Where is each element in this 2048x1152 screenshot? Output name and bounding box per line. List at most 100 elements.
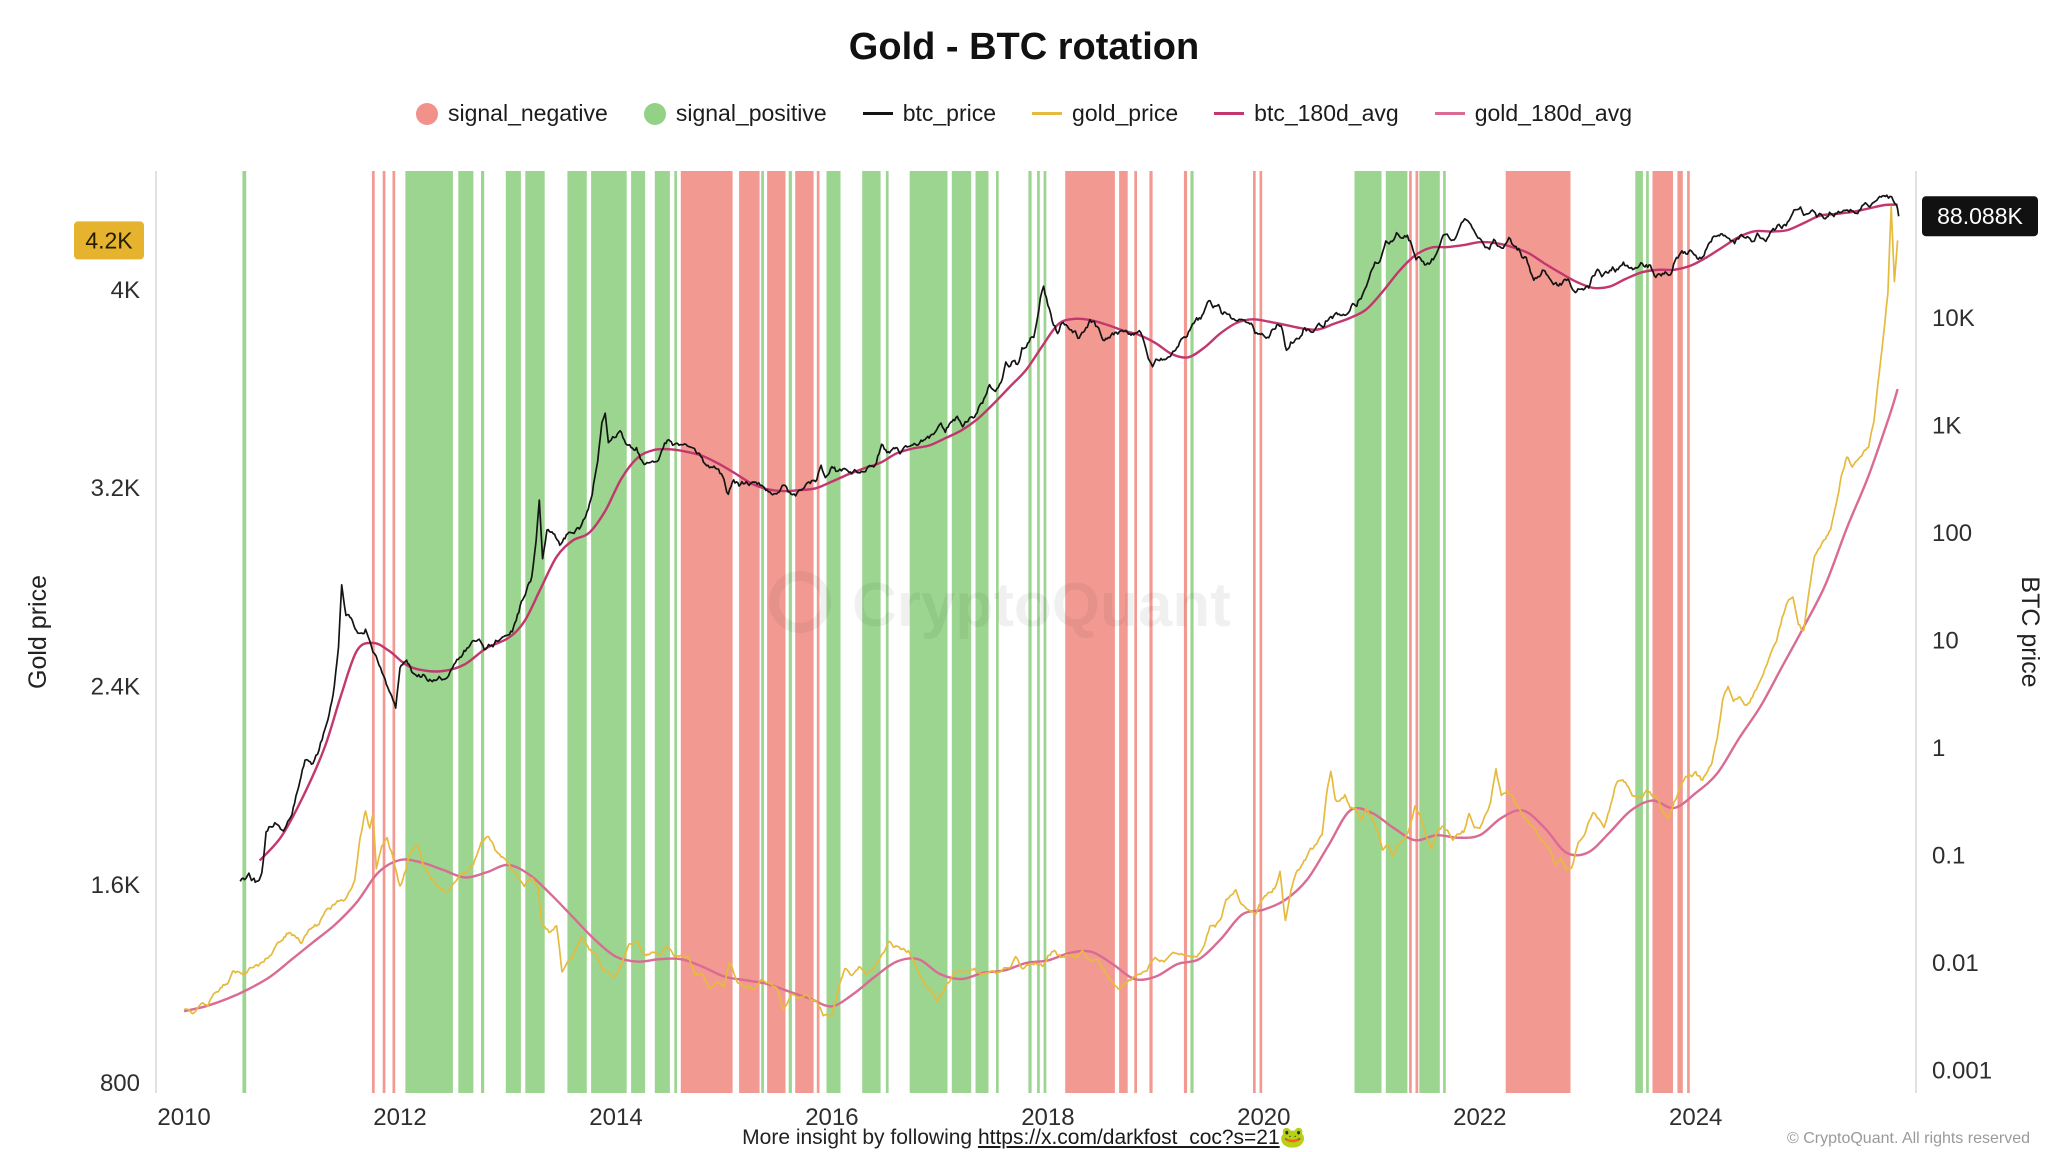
signal-band-positive (591, 171, 627, 1093)
signal-band-positive (1635, 171, 1643, 1093)
signal-band-negative (1134, 171, 1137, 1093)
svg-text:88.088K: 88.088K (1937, 203, 2023, 229)
signal-band-negative (767, 171, 786, 1093)
signal-band-positive (1385, 171, 1408, 1093)
signal-band-positive (788, 171, 792, 1093)
svg-text:4.2K: 4.2K (85, 227, 133, 253)
btc_180d_avg-line-swatch (1214, 112, 1245, 115)
signal_positive-dot-icon (643, 102, 666, 125)
signal-band-negative (372, 171, 375, 1093)
signal_negative-dot-icon (415, 102, 438, 125)
signal-band-negative (1119, 171, 1128, 1093)
signal-band-negative (795, 171, 814, 1093)
signal-band-positive (525, 171, 545, 1093)
cryptoquant-watermark: CryptoQuant (769, 571, 1231, 640)
signal-band-positive (951, 171, 972, 1093)
legend-label: signal_negative (447, 100, 608, 126)
gold_price-line (183, 205, 1899, 1017)
footer-text: More insight by following (742, 1126, 978, 1149)
legend-item-gold_180d_avg[interactable]: gold_180d_avg (1434, 100, 1633, 127)
signal-band-negative (1687, 171, 1690, 1093)
legend-label: gold_180d_avg (1474, 100, 1633, 126)
gold_price-line-swatch (1032, 112, 1063, 115)
signal-band-negative (1183, 171, 1188, 1093)
legend-label: btc_180d_avg (1254, 100, 1399, 126)
signal-band-negative (1505, 171, 1571, 1093)
btc_price-line-swatch (862, 112, 893, 115)
signal-band-positive (1037, 171, 1040, 1093)
signal-band-positive (1028, 171, 1032, 1093)
btc-tick-label: 1 (1932, 735, 1945, 762)
signal-band-positive (1646, 171, 1649, 1093)
signal-band-positive (885, 171, 889, 1093)
signal-band-negative (680, 171, 733, 1093)
signal-band-negative (1259, 171, 1263, 1093)
signal-band-positive (975, 171, 989, 1093)
gold-tick-label: 4K (111, 277, 140, 304)
signal-band-negative (1409, 171, 1412, 1093)
gold-tick-label: 3.2K (91, 475, 140, 502)
signal-band-positive (909, 171, 948, 1093)
btc-tick-label: 1K (1932, 412, 1961, 439)
legend-item-btc_price[interactable]: btc_price (862, 100, 997, 127)
footer-link[interactable]: https://x.com/darkfost_coc?s=21 (977, 1126, 1280, 1149)
x-tick-label: 2014 (589, 1104, 642, 1131)
signal-band-positive (631, 171, 646, 1093)
copyright-notice: © CryptoQuant. All rights reserved (1787, 1130, 2030, 1147)
signal-band-negative (1149, 171, 1153, 1093)
signal-band-positive (1190, 171, 1194, 1093)
gold-last-price-badge: 4.2K (74, 221, 144, 260)
x-tick-label: 2016 (805, 1104, 858, 1131)
legend-label: gold_price (1072, 100, 1179, 126)
x-tick-label: 2022 (1453, 1104, 1506, 1131)
x-tick-label: 2010 (157, 1104, 210, 1131)
signal-band-negative (1677, 171, 1683, 1093)
legend-item-signal_negative[interactable]: signal_negative (415, 100, 608, 127)
gold-tick-label: 2.4K (91, 674, 140, 701)
legend-item-gold_price[interactable]: gold_price (1032, 100, 1178, 127)
signal-band-positive (1043, 171, 1047, 1093)
btc-last-price-badge: 88.088K (1922, 196, 2038, 237)
x-tick-label: 2020 (1237, 1104, 1290, 1131)
btc-tick-label: 100 (1932, 520, 1972, 547)
signal-band-positive (674, 171, 677, 1093)
signal-band-positive (761, 171, 764, 1093)
gold-tick-label: 1.6K (91, 872, 140, 899)
signal-band-positive (996, 171, 999, 1093)
left-axis-title: Gold price (24, 575, 52, 689)
signal-band-positive (567, 171, 587, 1093)
signal-band-positive (481, 171, 485, 1093)
btc-tick-label: 0.001 (1932, 1058, 1992, 1085)
svg-text:CryptoQuant: CryptoQuant (852, 571, 1231, 640)
signal-band-positive (654, 171, 670, 1093)
legend-item-signal_positive[interactable]: signal_positive (643, 100, 827, 127)
legend: signal_negative signal_positive btc_price g… (0, 100, 2048, 127)
x-tick-label: 2018 (1021, 1104, 1074, 1131)
gold_180d_avg-line-swatch (1434, 112, 1465, 115)
btc-tick-label: 10 (1932, 628, 1959, 655)
signal-band-negative (1652, 171, 1673, 1093)
gold-tick-label: 800 (100, 1070, 140, 1097)
legend-item-btc_180d_avg[interactable]: btc_180d_avg (1214, 100, 1399, 127)
chart-title: Gold - BTC rotation (848, 26, 1200, 68)
frog-emoji: 🐸 (1279, 1126, 1306, 1149)
signal-band-positive (1443, 171, 1446, 1093)
signal-band-positive (242, 171, 247, 1093)
legend-label: btc_price (902, 100, 997, 126)
btc-tick-label: 0.01 (1932, 950, 1979, 977)
signal-band-positive (405, 171, 453, 1093)
signal-band-negative (1253, 171, 1256, 1093)
signal-band-positive (1354, 171, 1382, 1093)
signal-band-positive (505, 171, 521, 1093)
signal-band-negative (382, 171, 386, 1093)
legend-label: signal_positive (675, 100, 827, 126)
footer-note: More insight by following https://x.com/… (0, 1126, 2048, 1150)
btc-tick-label: 0.1 (1932, 843, 1965, 870)
x-tick-label: 2024 (1669, 1104, 1722, 1131)
gold_180d_avg-line (183, 388, 1899, 1013)
signal-band-negative (816, 171, 820, 1093)
btc-tick-label: 10K (1932, 305, 1975, 332)
signal-band-negative (1415, 171, 1419, 1093)
x-tick-label: 2012 (373, 1104, 426, 1131)
